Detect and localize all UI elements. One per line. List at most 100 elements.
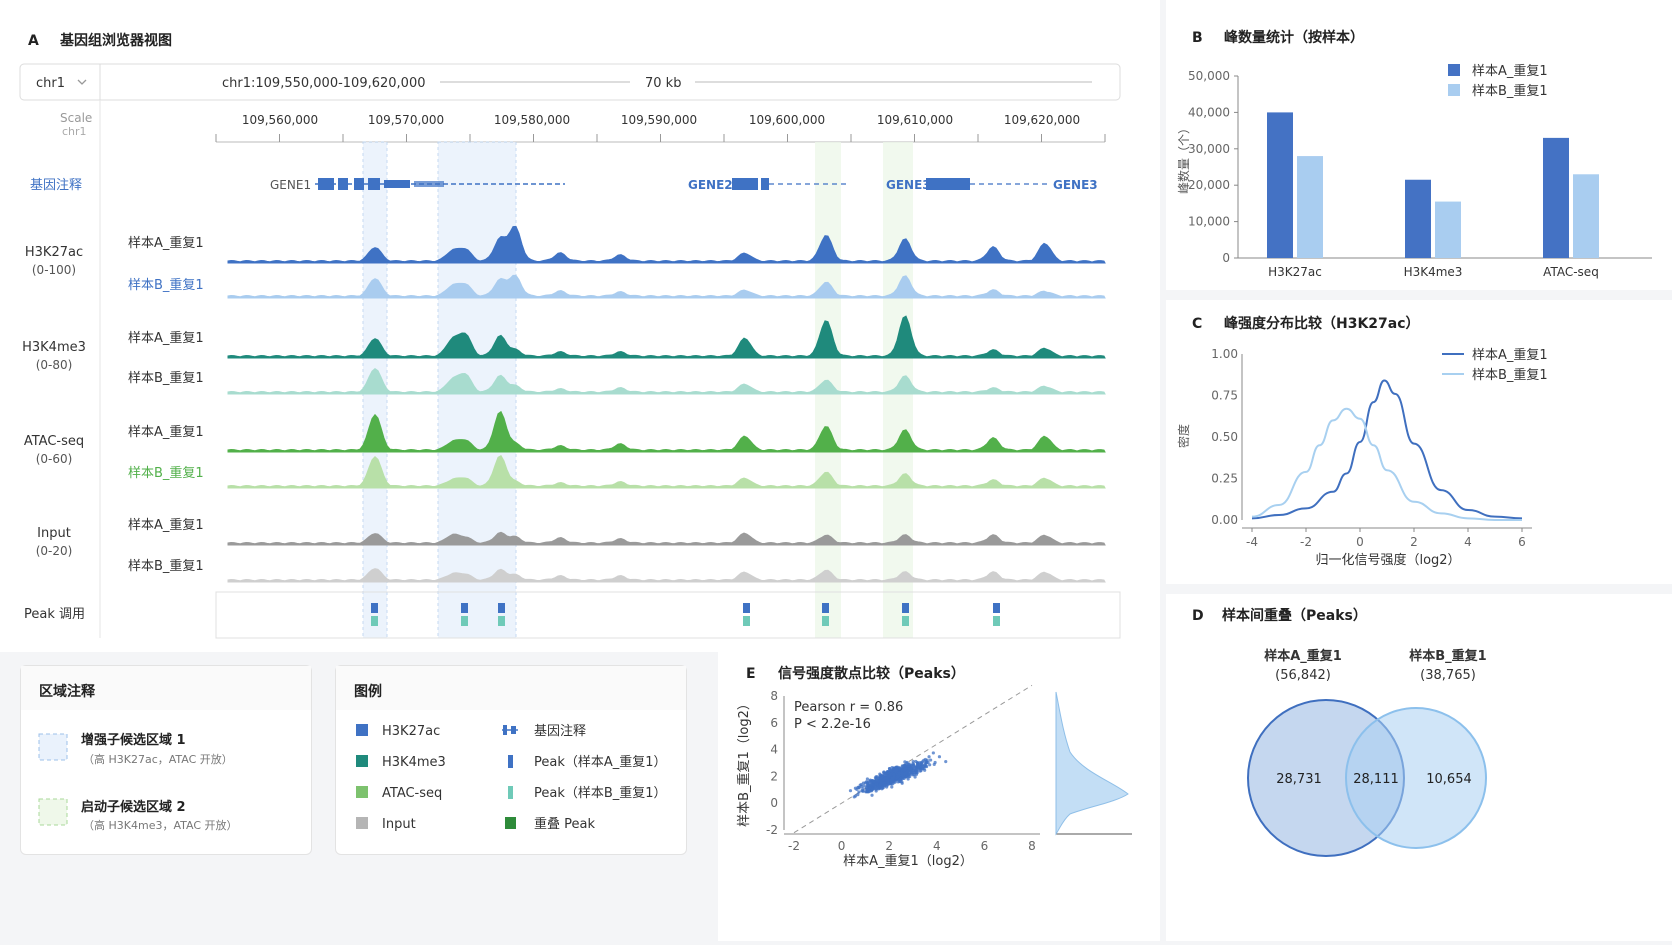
locus-text[interactable]: chr1:109,550,000-109,620,000 <box>222 76 425 91</box>
chrom-select[interactable]: chr1 <box>36 76 87 91</box>
scatter-point <box>896 780 900 784</box>
legend-item-atac: ATAC-seq <box>382 786 442 801</box>
density-legend-a: 样本A_重复1 <box>1472 347 1548 363</box>
bar-legend-a: 样本A_重复1 <box>1472 63 1548 79</box>
scatter-y-tick-label: 8 <box>770 689 778 703</box>
scatter-point <box>890 766 894 770</box>
scatter-point <box>911 763 916 768</box>
panel-b-title: 峰数量统计（按样本） <box>1224 29 1364 46</box>
venn-region-b-only: 10,654 <box>1426 772 1472 787</box>
scatter-point <box>902 776 906 781</box>
scatter-point <box>907 764 911 768</box>
density-x-tick-label: 2 <box>1410 535 1418 549</box>
panel-a-letter: A <box>28 33 39 49</box>
scatter-point <box>868 778 872 782</box>
region-panel: 区域注释 增强子候选区域 1 （高 H3K27ac，ATAC 开放） 启动子候选… <box>20 665 312 855</box>
chrom-select-value: chr1 <box>36 76 65 91</box>
venn-chart: D 样本间重叠（Peaks） 样本A_重复1 (56,842) 样本B_重复1 … <box>1192 607 1487 857</box>
scatter-point <box>918 765 923 769</box>
scatter-y-tick-label: 6 <box>770 716 778 730</box>
peak-call-a <box>902 603 909 613</box>
scatter-y-label: 样本B_重复1（log2） <box>736 697 752 827</box>
track-range-h3k4me3: (0-80) <box>36 358 73 372</box>
scatter-annotation-p: P < 2.2e-16 <box>794 717 871 732</box>
scatter-point <box>923 757 928 762</box>
scatter-point <box>893 780 897 784</box>
scatter-point <box>900 781 904 785</box>
bar-x-tick-label: H3K4me3 <box>1404 265 1463 279</box>
bar-y-tick-label: 10,000 <box>1188 215 1230 229</box>
scatter-point <box>919 769 923 773</box>
legend-panel-title: 图例 <box>354 683 382 700</box>
scatter-point <box>894 765 898 769</box>
ruler-tick-label: 109,560,000 <box>242 113 318 127</box>
region-panel-svg: 区域注释 增强子候选区域 1 （高 H3K27ac，ATAC 开放） 启动子候选… <box>21 666 311 832</box>
scale-label: Scale <box>60 111 92 125</box>
density-y-tick-label: 1.00 <box>1211 347 1238 361</box>
track-name-atac: ATAC-seq <box>24 434 84 449</box>
scatter-point <box>861 789 865 793</box>
panel-e: E 信号强度散点比较（Peaks） -2 0 2 4 6 8 -2 0 2 4 6 8 Pearson… <box>718 652 1160 941</box>
scatter-point <box>871 787 875 791</box>
legend-swatch-h3k4me3 <box>356 755 368 767</box>
density-y-tick-label: 0.50 <box>1211 430 1238 444</box>
bar-x-tick-label: ATAC-seq <box>1543 265 1599 279</box>
signal-track-input-a <box>227 531 1106 546</box>
scatter-point <box>927 755 931 759</box>
scatter-point <box>904 772 908 776</box>
peak-call-b <box>902 616 909 626</box>
bar-1-0 <box>1405 179 1431 258</box>
track-name-input: Input <box>37 526 71 541</box>
track-range-h3k27ac: (0-100) <box>32 263 76 277</box>
signal-track-atac-a <box>227 410 1106 453</box>
scatter-point <box>880 776 884 780</box>
density-series <box>1251 379 1523 521</box>
signal-tracks <box>227 225 1106 583</box>
scatter-x-tick-label: 2 <box>885 839 893 853</box>
bar-x-tick-label: H3K27ac <box>1268 265 1322 279</box>
scatter-point <box>879 782 883 786</box>
scatter-point <box>885 776 889 780</box>
scatter-point <box>879 773 883 777</box>
rep-label-h3k27ac-b: 样本B_重复1 <box>128 277 204 293</box>
scatter-point <box>867 790 871 794</box>
ruler-tick-label: 109,610,000 <box>877 113 953 127</box>
rep-label-atac-a: 样本A_重复1 <box>128 424 204 440</box>
bar-2-1 <box>1573 174 1599 258</box>
scale-chr: chr1 <box>62 125 87 138</box>
scatter-point <box>853 794 858 798</box>
density-x-tick-label: -4 <box>1246 535 1258 549</box>
scatter-point <box>848 789 853 793</box>
scatter-point <box>859 783 863 787</box>
density-y-tick-label: 0.75 <box>1211 389 1238 403</box>
venn-set-a-name: 样本A_重复1 <box>1264 648 1342 664</box>
venn-region-overlap: 28,111 <box>1353 772 1399 787</box>
panel-a: A 基因组浏览器视图 chr1 chr1:109,550,000-109,620… <box>0 0 1160 652</box>
panel-d-letter: D <box>1192 608 1204 624</box>
density-axes: 0.00 0.25 0.50 0.75 1.00 -4 -2 0 2 4 6 <box>1211 347 1532 549</box>
chevron-down-icon <box>77 79 87 85</box>
scatter-point <box>862 784 866 788</box>
scatter-point <box>903 768 907 772</box>
peak-call-a <box>371 603 378 613</box>
rep-label-input-a: 样本A_重复1 <box>128 517 204 533</box>
signal-track-h3k4me3-b <box>227 368 1106 395</box>
gene-label-4: GENE3 <box>1053 178 1098 192</box>
bar-0-0 <box>1267 112 1293 259</box>
scatter-point <box>928 763 932 767</box>
legend-swatch-overlap <box>505 817 516 829</box>
scatter-point <box>853 786 858 790</box>
signal-track-atac-b <box>227 454 1106 489</box>
density-x-tick-label: 0 <box>1356 535 1364 549</box>
marginal-density <box>1055 691 1129 836</box>
peak-call-a <box>743 603 750 613</box>
panel-c: C 峰强度分布比较（H3K27ac） 密度 归一化信号强度（log2） 0.00… <box>1166 300 1672 584</box>
rep-label-h3k27ac-a: 样本A_重复1 <box>128 235 204 251</box>
density-x-tick-label: 6 <box>1518 535 1526 549</box>
scatter-point <box>911 773 915 777</box>
scatter-point <box>892 772 896 776</box>
panel-b-letter: B <box>1192 30 1203 46</box>
track-range-input: (0-20) <box>36 544 73 558</box>
legend-swatch-atac <box>356 786 368 798</box>
signal-track-h3k27ac-b <box>227 274 1106 299</box>
